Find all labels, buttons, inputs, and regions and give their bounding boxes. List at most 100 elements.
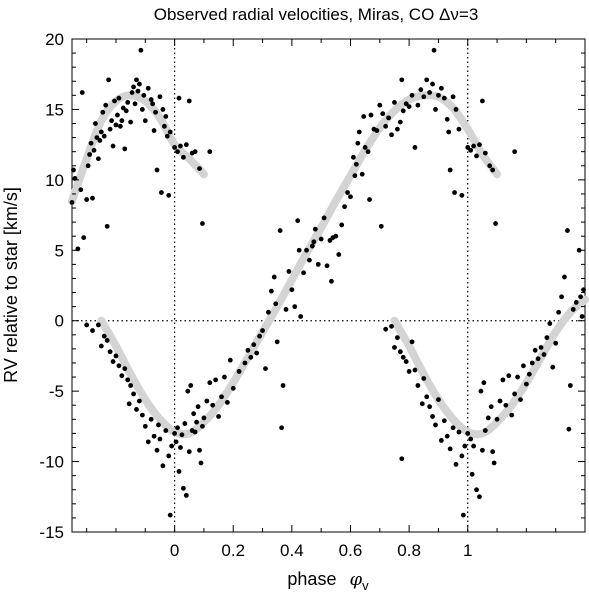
data-point	[438, 85, 444, 91]
data-point	[480, 447, 485, 453]
data-point	[567, 383, 573, 388]
data-point	[213, 377, 219, 383]
data-point	[166, 453, 172, 459]
data-point	[446, 129, 452, 135]
data-point	[134, 77, 139, 83]
data-point	[116, 363, 122, 369]
data-point	[123, 108, 129, 114]
data-point	[87, 152, 92, 157]
data-point	[541, 352, 547, 357]
data-point	[179, 432, 185, 438]
data-point	[399, 77, 405, 83]
data-point	[95, 322, 101, 328]
data-point	[301, 270, 306, 276]
data-point	[465, 431, 471, 436]
data-point	[175, 149, 180, 155]
data-point	[450, 94, 456, 100]
data-point	[280, 383, 286, 388]
data-point	[134, 407, 139, 412]
data-point	[142, 423, 148, 429]
x-tick-label: 0	[170, 541, 179, 560]
data-point	[468, 147, 474, 153]
data-point	[204, 398, 210, 404]
data-point	[409, 339, 415, 345]
data-point	[148, 97, 154, 102]
data-point	[128, 383, 134, 388]
data-points	[69, 47, 586, 518]
data-point	[139, 107, 145, 112]
data-point	[122, 146, 128, 152]
data-point	[377, 102, 383, 108]
data-point	[195, 404, 201, 410]
data-point	[456, 429, 462, 435]
data-point	[169, 443, 175, 449]
data-point	[142, 118, 148, 124]
data-point	[84, 322, 90, 328]
data-point	[84, 197, 90, 202]
data-point	[526, 371, 532, 377]
data-point	[298, 314, 304, 319]
data-point	[389, 132, 394, 138]
data-point	[581, 287, 586, 293]
data-point	[194, 419, 199, 425]
x-axis-label-symbol: φ	[349, 569, 362, 590]
data-point	[368, 112, 374, 118]
y-tick-label: 15	[45, 100, 64, 119]
data-point	[566, 426, 572, 432]
data-point	[279, 425, 284, 431]
data-point	[304, 247, 309, 253]
data-point	[230, 385, 236, 391]
data-point	[125, 99, 131, 105]
data-point	[441, 418, 447, 424]
data-point	[271, 274, 277, 280]
data-point	[482, 428, 488, 433]
data-point	[148, 416, 154, 422]
data-point	[321, 215, 327, 221]
plot-frame	[71, 38, 586, 533]
data-point	[100, 109, 106, 115]
data-point	[478, 388, 484, 394]
data-point	[493, 221, 498, 226]
data-point	[157, 436, 163, 442]
data-point	[394, 126, 400, 132]
data-point	[164, 133, 170, 139]
data-point	[245, 347, 251, 353]
data-point	[107, 126, 113, 132]
data-point	[468, 436, 474, 442]
plot-area	[68, 38, 589, 533]
data-point	[113, 122, 119, 128]
data-point	[183, 142, 189, 148]
data-point	[88, 140, 94, 146]
data-point	[427, 90, 433, 95]
data-point	[289, 287, 295, 293]
data-point	[122, 366, 128, 372]
data-point	[109, 118, 114, 124]
data-point	[471, 443, 477, 449]
data-point	[436, 397, 441, 402]
data-point	[506, 373, 512, 379]
data-point	[131, 84, 136, 90]
data-point	[296, 247, 302, 253]
data-point	[248, 354, 254, 360]
data-point	[424, 77, 430, 83]
data-point	[173, 439, 179, 445]
data-point	[283, 307, 289, 312]
data-point	[380, 111, 386, 117]
data-point	[345, 190, 350, 195]
data-point	[159, 190, 164, 195]
data-point	[389, 323, 394, 329]
data-point	[254, 350, 260, 356]
y-tick-label: -5	[49, 382, 64, 401]
data-point	[490, 449, 496, 455]
data-point	[494, 416, 500, 422]
data-point	[570, 307, 576, 312]
data-point	[274, 339, 280, 345]
data-point	[131, 391, 136, 397]
data-point	[509, 412, 515, 418]
data-point	[71, 167, 76, 173]
data-point	[550, 364, 556, 370]
data-point	[378, 223, 384, 229]
data-point	[97, 138, 103, 143]
x-tick-labels: 0 0.2 0.4 0.6 0.8 1	[170, 541, 473, 560]
data-point	[106, 77, 112, 83]
